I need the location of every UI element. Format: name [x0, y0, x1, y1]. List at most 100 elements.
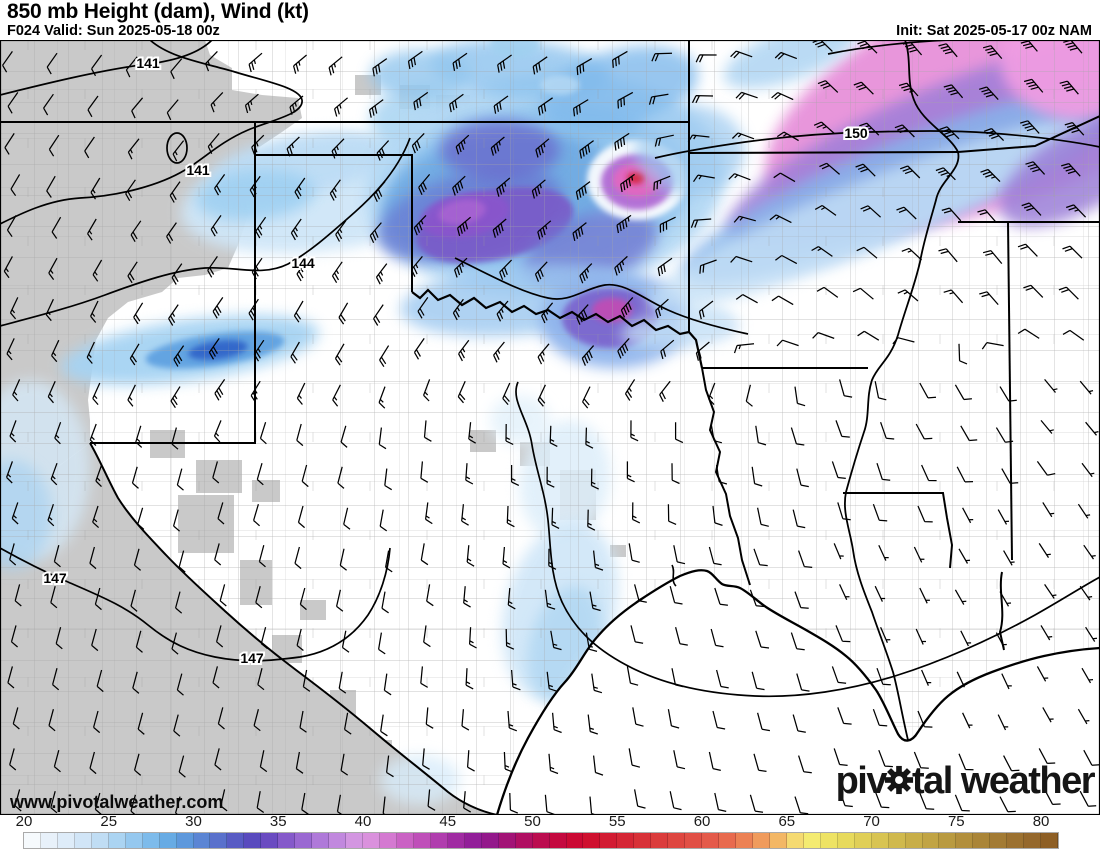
- wind-barb: [1001, 468, 1019, 485]
- colorbar-tick-labels: 20 25 30 35 40 45 50 55 60 65 70 75 80: [0, 813, 1100, 833]
- wind-barb: [87, 95, 99, 118]
- wind-barb: [178, 550, 186, 573]
- colorbar-segment: [24, 833, 41, 848]
- wind-barb: [874, 381, 887, 401]
- wind-barb: [302, 669, 311, 692]
- wind-barb: [659, 216, 676, 233]
- wind-barb: [217, 502, 225, 525]
- wind-barb: [503, 751, 513, 773]
- wind-barb: [794, 796, 809, 815]
- wind-barb: [749, 589, 765, 608]
- wind-barb: [299, 710, 307, 733]
- colorbar-segment: [74, 833, 92, 848]
- wind-barbs-layer: [2, 40, 1100, 815]
- state-borders-layer: [0, 40, 1100, 586]
- wind-barb: [170, 386, 181, 409]
- wind-barb: [633, 789, 646, 809]
- wind-barb: [130, 589, 138, 612]
- wind-barb: [648, 93, 669, 105]
- colorbar-segment: [108, 833, 126, 848]
- wind-barb: [423, 379, 431, 402]
- wind-barb: [449, 93, 464, 113]
- colorbar-tick-label: 80: [1032, 813, 1050, 830]
- wind-barb: [9, 420, 17, 443]
- wind-barb: [798, 755, 812, 774]
- wind-barb: [301, 792, 309, 815]
- wind-barb: [537, 220, 552, 240]
- wind-barb: [874, 585, 886, 602]
- wind-barb: [456, 216, 472, 237]
- colorbar-segment: [820, 833, 838, 848]
- wind-barb: [999, 591, 1012, 607]
- wind-barb: [880, 421, 895, 440]
- wind-barb: [381, 591, 389, 614]
- wind-barb: [343, 507, 351, 530]
- wind-barb: [333, 97, 349, 117]
- county-lines-layer: [0, 40, 1100, 815]
- wind-barb: [332, 384, 341, 407]
- wind-barb: [217, 707, 225, 730]
- wind-barb: [259, 750, 268, 773]
- wind-barb: [614, 255, 628, 276]
- wind-barb: [493, 95, 509, 114]
- wind-barb: [14, 584, 22, 607]
- wind-barb: [894, 124, 915, 138]
- wind-barb: [812, 332, 835, 339]
- wind-barb: [207, 133, 220, 154]
- colorbar-segment: [142, 833, 160, 848]
- wind-barb: [551, 712, 562, 734]
- wind-barb: [628, 543, 640, 563]
- wind-barb: [1079, 790, 1097, 807]
- wind-barb: [455, 134, 470, 155]
- wind-barb: [91, 54, 103, 77]
- wind-barb: [792, 714, 806, 733]
- wind-barb: [95, 464, 103, 488]
- wind-barb: [735, 91, 758, 100]
- colorbar-tick-label: 35: [269, 813, 287, 830]
- colorbar-segment: [973, 833, 991, 848]
- wind-barb: [256, 463, 264, 486]
- wind-barb: [620, 296, 634, 318]
- wind-barb: [205, 50, 218, 72]
- coastline-layer: [495, 564, 1100, 815]
- wind-barb: [340, 425, 348, 448]
- wind-barb: [876, 463, 891, 481]
- wind-barb: [549, 425, 558, 447]
- wind-barb: [576, 58, 593, 76]
- wind-barb: [654, 134, 674, 147]
- wind-barb: [297, 505, 306, 529]
- wind-barb: [1062, 245, 1083, 259]
- wind-barb: [817, 80, 839, 93]
- colorbar-tick-label: 75: [947, 813, 965, 830]
- wind-barb: [214, 379, 226, 401]
- wind-barb: [695, 54, 717, 63]
- wind-barb: [9, 543, 17, 566]
- wind-barb: [255, 216, 267, 239]
- wind-barb: [1021, 202, 1042, 216]
- wind-barb: [620, 173, 635, 193]
- contour-label: 147: [240, 650, 264, 666]
- wind-barb: [669, 791, 682, 811]
- wind-barb: [899, 165, 921, 179]
- header: 850 mb Height (dam), Wind (kt) F024 Vali…: [0, 0, 1100, 40]
- wind-barb: [296, 259, 308, 282]
- wind-barb: [1064, 122, 1085, 136]
- wind-barb: [1036, 461, 1056, 476]
- wind-barb: [286, 136, 300, 157]
- wind-barb: [790, 427, 805, 446]
- wind-barb: [166, 222, 177, 244]
- wind-barb: [1081, 462, 1095, 478]
- wind-barb: [1003, 755, 1020, 772]
- wind-barb: [979, 86, 999, 101]
- wind-barb: [1042, 707, 1054, 723]
- wind-barb: [172, 140, 185, 162]
- wind-barb: [935, 167, 956, 181]
- wind-barb: [410, 256, 423, 277]
- wind-barb: [831, 666, 847, 684]
- colorbar-segment: [736, 833, 753, 848]
- wind-barb: [335, 220, 347, 242]
- wind-barb: [510, 669, 521, 691]
- colorbar-segment: [905, 833, 923, 848]
- wind-barb: [379, 509, 388, 532]
- wind-barb: [10, 625, 19, 648]
